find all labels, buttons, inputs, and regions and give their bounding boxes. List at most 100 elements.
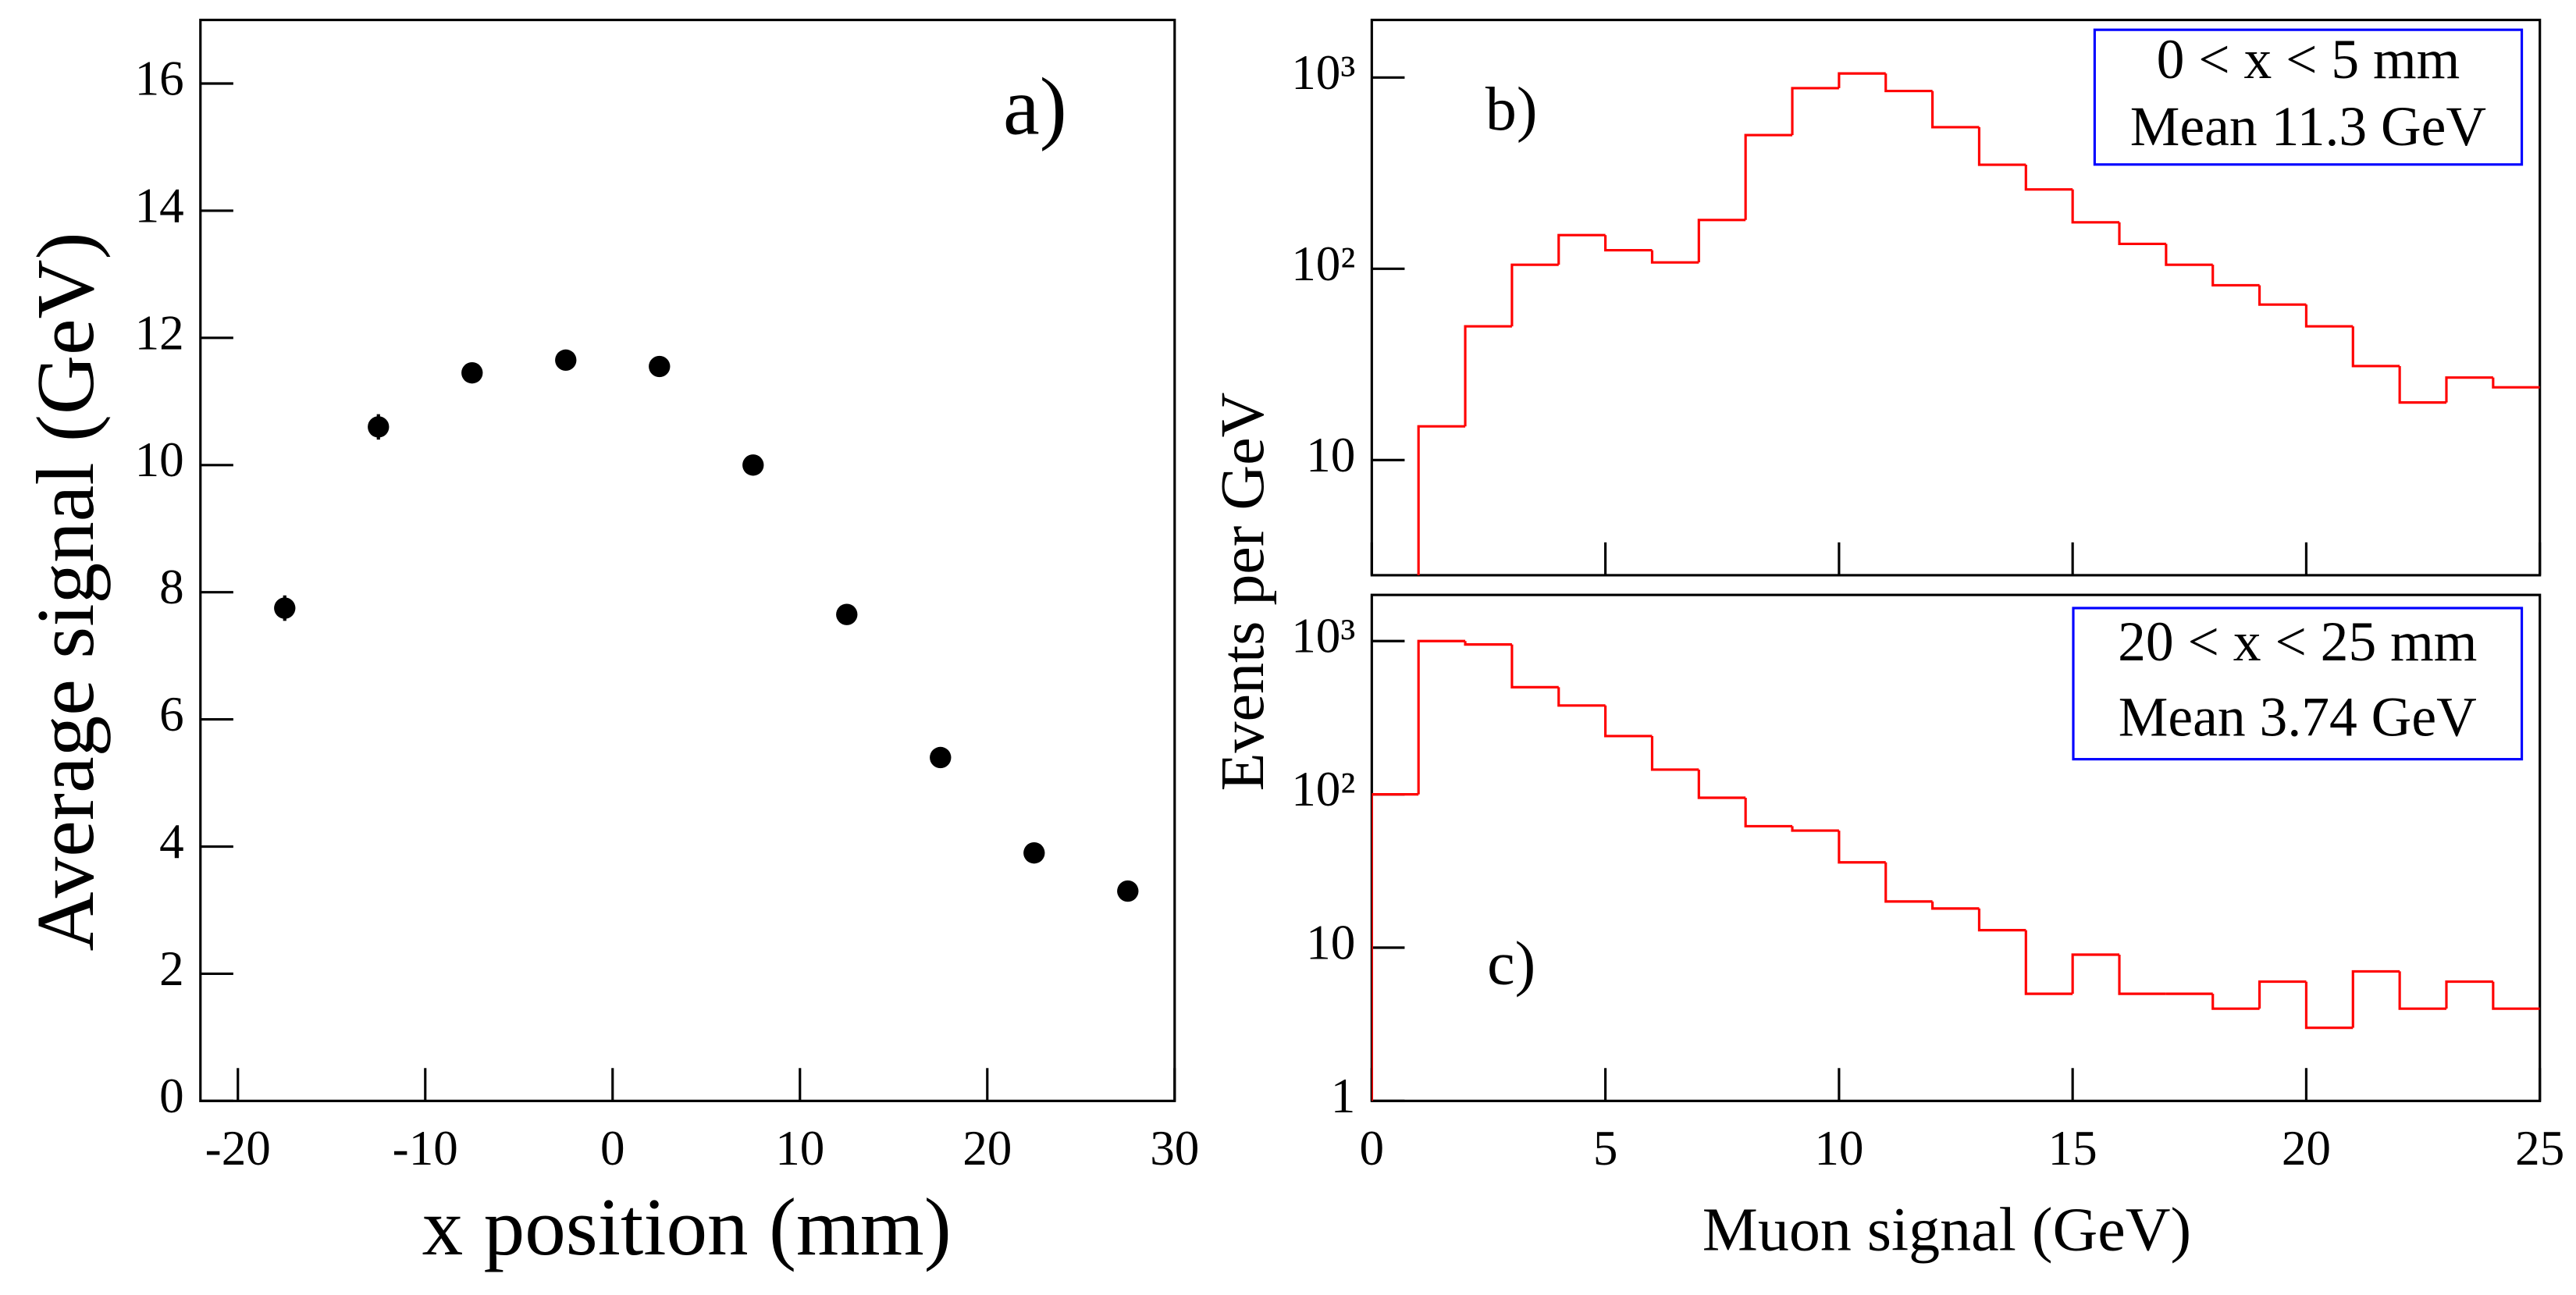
annotation-text: 0 < x < 5 mm — [2157, 29, 2460, 91]
histogram-bin — [2258, 285, 2307, 306]
histogram-bin — [2492, 377, 2540, 389]
histogram-bin — [2258, 980, 2307, 1009]
histogram-bin — [2118, 954, 2166, 995]
histogram-bin — [2211, 265, 2260, 287]
y-tick-label: 10 — [1306, 428, 1355, 482]
histogram-bin — [2304, 304, 2354, 328]
histogram-bin — [1557, 233, 1606, 265]
x-axis-label: x position (mm) — [422, 1181, 952, 1272]
y-tick-label: 10 — [1306, 915, 1355, 969]
histogram-bin — [1557, 687, 1606, 707]
panel-label: b) — [1485, 75, 1538, 144]
histogram-bin — [2351, 326, 2400, 368]
shared-y-label: Events per GeV — [1208, 393, 1277, 792]
y-tick-label: 12 — [135, 305, 184, 360]
annotation-text: Mean 11.3 GeV — [2130, 96, 2486, 158]
histogram-bin — [1697, 219, 1746, 263]
data-point — [836, 603, 858, 625]
data-point — [930, 746, 952, 769]
annotation-box — [2072, 607, 2524, 761]
histogram-bin — [1744, 798, 1793, 827]
histogram-bin — [2398, 971, 2446, 1010]
data-point — [555, 349, 577, 372]
histogram — [1372, 639, 2540, 1101]
histogram-bin — [2304, 981, 2354, 1030]
plot-frame — [199, 18, 1176, 1102]
data-point — [461, 361, 483, 384]
histogram-bin — [1464, 641, 1512, 646]
y-tick-label: 10³ — [1291, 45, 1355, 100]
histogram-bin — [1417, 639, 1466, 795]
histogram-bin — [1931, 901, 1980, 910]
histogram-bin — [1791, 826, 1839, 832]
annotation-text: Mean 3.74 GeV — [2119, 687, 2477, 749]
x-tick-label: 20 — [962, 1121, 1012, 1176]
histogram-bin — [2071, 953, 2120, 994]
histogram-bin — [2118, 222, 2166, 245]
histogram-bin — [2398, 365, 2446, 404]
y-tick-label: 10² — [1291, 762, 1355, 816]
histogram-bin — [1931, 91, 1980, 129]
x-tick-label: 10 — [775, 1121, 824, 1176]
x-tick-label: 30 — [1150, 1121, 1199, 1176]
histogram-bin — [2351, 969, 2400, 1028]
x-tick-label: -10 — [393, 1121, 458, 1176]
x-tick-label: 0 — [600, 1121, 625, 1176]
histogram-bin — [2024, 930, 2073, 995]
data-point — [742, 454, 764, 476]
histogram-bin — [1417, 425, 1466, 575]
data-point — [1023, 841, 1045, 864]
y-tick-label: 16 — [135, 51, 184, 105]
x-tick-label: 20 — [2282, 1121, 2331, 1176]
histogram-bin — [1650, 735, 1699, 771]
histogram-bin — [2024, 165, 2073, 191]
y-tick-label: 6 — [159, 687, 184, 742]
y-axis-label: Average signal (GeV) — [20, 232, 111, 951]
y-tick-label: 10² — [1291, 237, 1355, 291]
y-tick-label: 4 — [159, 814, 184, 869]
x-tick-label: 10 — [1814, 1121, 1863, 1176]
data-point — [368, 416, 390, 438]
histogram-bin — [2071, 189, 2120, 224]
histogram-bin — [1977, 908, 2026, 932]
histogram-bin — [1838, 831, 1886, 864]
y-tick-label: 0 — [159, 1069, 184, 1123]
histogram-bin — [2492, 981, 2540, 1010]
histogram-bin — [2445, 980, 2493, 1009]
y-tick-label: 2 — [159, 941, 184, 996]
data-point — [649, 355, 671, 378]
histogram-bin — [1604, 235, 1653, 252]
data-point — [1117, 880, 1139, 902]
histogram-bin — [1791, 87, 1839, 136]
panel-label: c) — [1487, 929, 1535, 998]
histogram-bin — [1838, 72, 1886, 88]
x-tick-label: 25 — [2515, 1121, 2564, 1176]
histogram-bin — [1884, 73, 1933, 93]
histogram-bin — [1510, 263, 1559, 327]
plot-frame — [1370, 18, 2542, 577]
histogram-bin — [2445, 376, 2493, 403]
annotation-text: 20 < x < 25 mm — [2118, 611, 2477, 673]
x-tick-label: 5 — [1593, 1121, 1618, 1176]
annotation-box — [2093, 28, 2524, 166]
histogram-bin — [2165, 244, 2213, 266]
y-tick-label: 14 — [135, 178, 184, 233]
x-tick-label: 15 — [2048, 1121, 2097, 1176]
histogram-bin — [1650, 250, 1699, 264]
histogram-bin — [1604, 705, 1653, 738]
histogram — [1417, 72, 2540, 575]
histogram-bin — [1977, 126, 2026, 166]
y-tick-label: 1 — [1331, 1069, 1356, 1123]
histogram-bin — [1464, 325, 1512, 427]
histogram-bin — [1372, 793, 1419, 1101]
histogram-bin — [1744, 133, 1793, 220]
y-tick-label: 10 — [135, 432, 184, 487]
x-tick-label: -20 — [205, 1121, 271, 1176]
panel-label: a) — [1003, 61, 1067, 152]
y-tick-label: 10³ — [1291, 609, 1355, 664]
histogram-bin — [2211, 994, 2260, 1010]
histogram-bin — [1884, 862, 1933, 903]
x-axis-label: Muon signal (GeV) — [1703, 1195, 2191, 1264]
